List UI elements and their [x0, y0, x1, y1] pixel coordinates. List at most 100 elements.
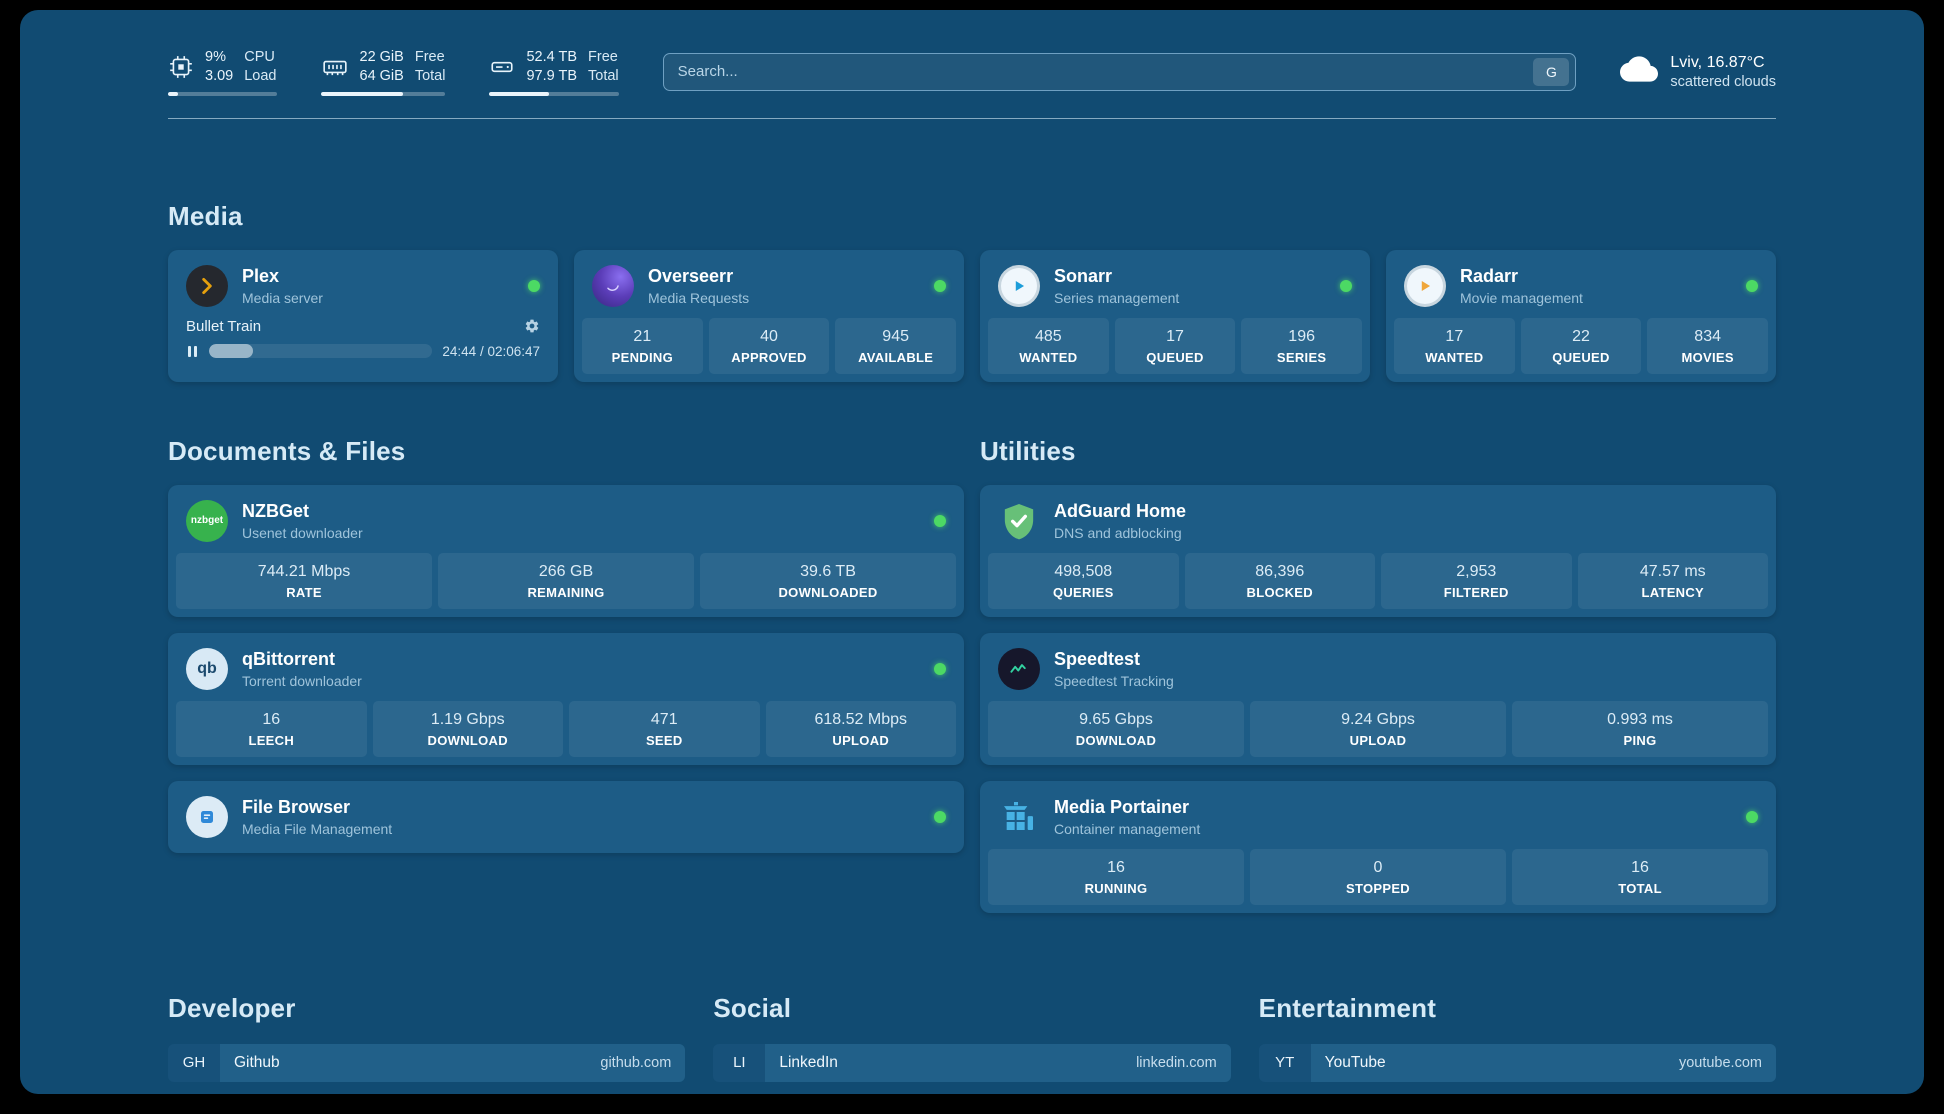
- bookmarks-developer: Developer GH Github github.com SO StackO…: [168, 992, 686, 1094]
- two-column-area: Documents & Files nzbget NZBGet Usenet d…: [168, 436, 1776, 929]
- playback-time: 24:44 / 02:06:47: [442, 343, 540, 359]
- bookmark-abbr: LI: [713, 1043, 766, 1082]
- filebrowser-icon: [186, 795, 228, 838]
- settings-icon[interactable]: [524, 318, 540, 334]
- app-card-portainer[interactable]: Media Portainer Container management 16 …: [980, 780, 1776, 913]
- status-dot: [934, 810, 946, 823]
- portainer-icon: [998, 796, 1040, 838]
- search-bar[interactable]: G: [662, 52, 1577, 91]
- stat-seed: 471 SEED: [569, 700, 760, 757]
- app-subtitle: Media File Management: [242, 820, 393, 837]
- bookmark-name: YouTube: [1324, 1053, 1386, 1071]
- memory-icon: [321, 54, 349, 80]
- stat-download: 1.19 Gbps DOWNLOAD: [372, 700, 563, 757]
- status-dot: [934, 279, 946, 292]
- stat-rate: 744.21 Mbps RATE: [176, 552, 432, 609]
- status-dot: [1746, 279, 1758, 292]
- status-dot: [934, 514, 946, 527]
- stat-movies: 834 MOVIES: [1647, 317, 1768, 374]
- app-card-qbittorrent[interactable]: qb qBittorrent Torrent downloader 16 LEE…: [168, 632, 964, 765]
- app-subtitle: Series management: [1054, 289, 1180, 306]
- stat-queued: 17 QUEUED: [1114, 317, 1236, 374]
- app-title: Overseerr: [648, 265, 734, 286]
- topbar-divider: [168, 117, 1776, 119]
- app-card-adguard[interactable]: AdGuard Home DNS and adblocking 498,508 …: [980, 484, 1776, 617]
- app-subtitle: Torrent downloader: [242, 672, 362, 689]
- documents-column: Documents & Files nzbget NZBGet Usenet d…: [168, 436, 964, 929]
- app-title: Radarr: [1460, 265, 1519, 286]
- cpu-usage-bar: [168, 91, 277, 96]
- stat-available: 945 AVAILABLE: [835, 317, 956, 374]
- stat-remaining: 266 GB REMAINING: [438, 552, 694, 609]
- status-dot: [934, 662, 946, 675]
- app-card-speedtest[interactable]: Speedtest Speedtest Tracking 9.65 Gbps D…: [980, 632, 1776, 765]
- bookmark-url: youtube.com: [1678, 1054, 1762, 1071]
- app-title: Plex: [242, 265, 280, 286]
- sonarr-icon: [998, 264, 1040, 307]
- bookmark-linkedin[interactable]: LI LinkedIn linkedin.com: [713, 1043, 1231, 1082]
- bookmark-abbr: GH: [168, 1043, 220, 1082]
- disk-values: 52.4 TB 97.9 TB: [526, 49, 578, 84]
- app-card-filebrowser[interactable]: File Browser Media File Management: [168, 780, 964, 853]
- app-title: Speedtest: [1054, 648, 1141, 669]
- stat-blocked: 86,396 BLOCKED: [1184, 552, 1375, 609]
- stat-wanted: 17 WANTED: [1394, 317, 1515, 374]
- disk-widget: 52.4 TB 97.9 TB Free Total: [489, 48, 619, 96]
- stat-downloaded: 39.6 TB DOWNLOADED: [700, 552, 956, 609]
- top-bar: 9% 3.09 CPU Load: [168, 10, 1776, 96]
- nzbget-icon: nzbget: [186, 499, 228, 542]
- now-playing-title: Bullet Train: [186, 317, 262, 335]
- stat-pending: 21 PENDING: [582, 317, 703, 374]
- stat-upload: 618.52 Mbps UPLOAD: [765, 700, 956, 757]
- app-card-nzbget[interactable]: nzbget NZBGet Usenet downloader 744.21 M…: [168, 484, 964, 617]
- speedtest-icon: [998, 647, 1040, 690]
- cpu-labels: CPU Load: [244, 49, 277, 84]
- stat-latency: 47.57 ms LATENCY: [1577, 552, 1768, 609]
- memory-labels: Free Total: [414, 49, 446, 84]
- bookmark-github[interactable]: GH Github github.com: [168, 1043, 686, 1082]
- section-title-utilities: Utilities: [980, 435, 1076, 466]
- bookmark-youtube[interactable]: YT YouTube youtube.com: [1258, 1043, 1776, 1082]
- stat-filtered: 2,953 FILTERED: [1381, 552, 1572, 609]
- search-engine-button[interactable]: G: [1533, 57, 1570, 86]
- stat-series: 196 SERIES: [1241, 317, 1362, 374]
- app-subtitle: DNS and adblocking: [1054, 524, 1182, 541]
- weather-widget: Lviv, 16.87°C scattered clouds: [1620, 53, 1776, 90]
- app-title: NZBGet: [242, 500, 309, 521]
- app-subtitle: Media server: [242, 289, 323, 306]
- stat-download: 9.65 Gbps DOWNLOAD: [988, 700, 1244, 757]
- app-subtitle: Usenet downloader: [242, 524, 363, 541]
- plex-icon: [186, 264, 228, 307]
- dashboard: 9% 3.09 CPU Load: [20, 10, 1924, 1094]
- app-subtitle: Movie management: [1460, 289, 1583, 306]
- plex-now-playing: Bullet Train 24:44 / 02:06:47: [168, 318, 558, 373]
- app-title: File Browser: [242, 796, 351, 817]
- bookmark-name: Github: [234, 1053, 280, 1071]
- app-card-plex[interactable]: Plex Media server Bullet Train: [168, 249, 558, 382]
- app-card-radarr[interactable]: Radarr Movie management 17 WANTED 22 QUE…: [1386, 249, 1776, 382]
- cpu-values: 9% 3.09: [205, 49, 234, 84]
- stat-ping: 0.993 ms PING: [1512, 700, 1768, 757]
- weather-condition: scattered clouds: [1670, 73, 1776, 90]
- disk-usage-bar: [489, 91, 619, 96]
- memory-values: 22 GiB 64 GiB: [359, 49, 404, 84]
- radarr-icon: [1404, 264, 1446, 307]
- app-subtitle: Container management: [1054, 820, 1201, 837]
- status-dot: [1340, 279, 1352, 292]
- stat-approved: 40 APPROVED: [708, 317, 830, 374]
- bookmark-name: LinkedIn: [779, 1053, 838, 1071]
- app-title: AdGuard Home: [1054, 500, 1187, 521]
- bookmark-url: linkedin.com: [1136, 1054, 1217, 1071]
- app-card-overseerr[interactable]: Overseerr Media Requests 21 PENDING 40 A…: [574, 249, 964, 382]
- section-title-developer: Developer: [168, 992, 296, 1023]
- seek-bar[interactable]: [209, 344, 433, 359]
- status-dot: [528, 279, 540, 292]
- section-title-entertainment: Entertainment: [1258, 992, 1437, 1023]
- search-input[interactable]: [677, 63, 1534, 81]
- pause-button[interactable]: [186, 344, 199, 359]
- app-title: Sonarr: [1054, 265, 1113, 286]
- app-subtitle: Media Requests: [648, 289, 750, 306]
- stat-stopped: 0 STOPPED: [1250, 848, 1506, 905]
- app-card-sonarr[interactable]: Sonarr Series management 485 WANTED 17 Q…: [980, 249, 1370, 382]
- memory-usage-bar: [320, 91, 446, 96]
